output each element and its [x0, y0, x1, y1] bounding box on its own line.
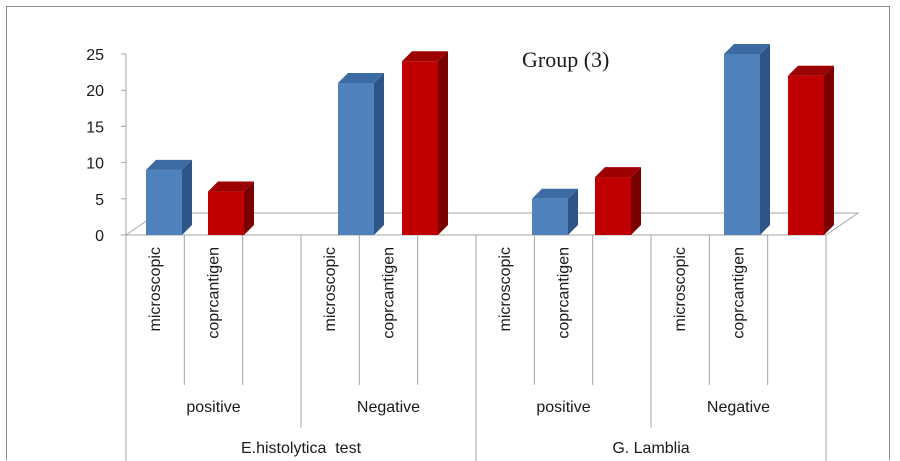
bars [146, 44, 834, 236]
bar-side [438, 51, 448, 235]
result-label: positive [536, 399, 590, 416]
test-label: G. Lamblia [612, 440, 689, 457]
bar-side [760, 44, 770, 235]
y-tick-label: 20 [86, 83, 104, 100]
bar-coprcantigen [595, 167, 641, 235]
category-label-coprcantigen: coprcantigen [556, 247, 573, 339]
y-tick-label: 5 [95, 192, 104, 209]
bar-top [788, 65, 834, 76]
bar-coprcantigen [402, 51, 448, 235]
bar-coprcantigen [208, 181, 254, 235]
bar-front [788, 75, 824, 235]
bar-front [402, 61, 438, 235]
bar-top [595, 167, 641, 178]
category-label-coprcantigen: coprcantigen [206, 247, 223, 339]
y-axis: 0 5 10 15 20 25 [86, 47, 127, 245]
bar-front [532, 198, 568, 235]
bar-side [631, 167, 641, 235]
bar-side [182, 159, 192, 235]
x-axis-categories: microscopic coprcantigen microscopic coprca… [125, 235, 827, 461]
bar-top [338, 72, 384, 83]
bar-side [374, 72, 384, 236]
bar-front [338, 82, 374, 236]
bar-front [146, 169, 182, 235]
bar-front [595, 177, 631, 235]
chart-frame [6, 6, 890, 460]
test-label: E.histolytica test [241, 440, 362, 457]
category-label-microscopic: microscopic [322, 247, 339, 331]
bar-top [402, 51, 448, 62]
bar-microscopic [724, 44, 770, 235]
result-label: Negative [707, 399, 770, 416]
bar-side [244, 181, 254, 235]
bar-top [146, 159, 192, 170]
category-label-microscopic: microscopic [497, 247, 514, 331]
bar-top [532, 188, 578, 199]
y-tick-label: 0 [95, 228, 104, 245]
category-label-coprcantigen: coprcantigen [731, 247, 748, 339]
y-tick-label: 25 [86, 47, 104, 64]
bar-microscopic [146, 159, 192, 235]
result-label: Negative [357, 399, 420, 416]
bar-side [568, 188, 578, 235]
bar-top [724, 44, 770, 54]
y-tick-label: 15 [86, 119, 104, 136]
category-label-coprcantigen: coprcantigen [381, 247, 398, 339]
bar-side [824, 65, 834, 235]
bar-coprcantigen [788, 65, 834, 235]
category-label-microscopic: microscopic [147, 247, 164, 331]
result-label: positive [186, 399, 240, 416]
bar-front [724, 54, 760, 235]
bar-front [208, 191, 244, 235]
category-label-microscopic: microscopic [672, 247, 689, 331]
bar-microscopic [532, 188, 578, 235]
bar-top [208, 181, 254, 192]
y-tick-label: 10 [86, 156, 104, 173]
chart-title: Group (3) [522, 47, 609, 72]
bar-microscopic [338, 72, 384, 236]
